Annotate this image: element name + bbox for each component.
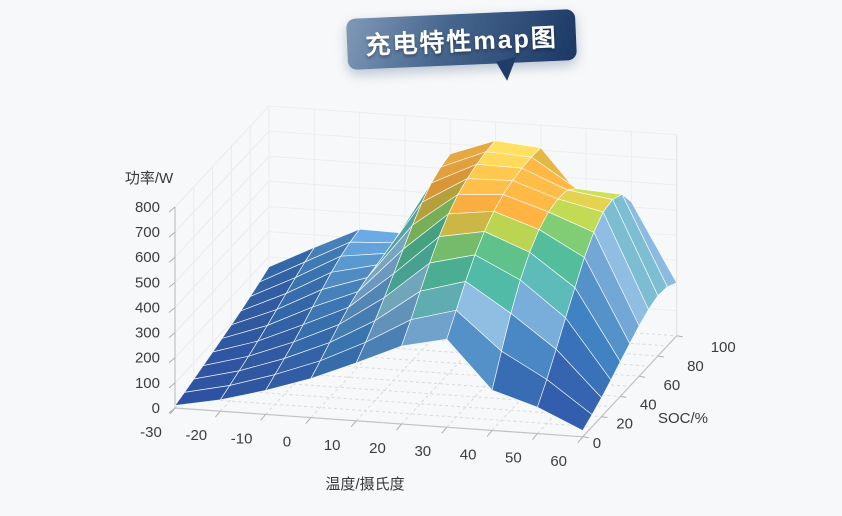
y-tick-label: 80	[687, 358, 704, 375]
z-tick	[168, 332, 176, 338]
y-tick	[582, 436, 589, 439]
back-wall-line	[268, 105, 677, 136]
z-tick-label: 700	[135, 224, 160, 241]
left-wall-line	[174, 130, 270, 233]
z-tick-label: 500	[135, 274, 160, 291]
y-axis-line	[582, 335, 678, 438]
z-tick-label: 100	[135, 375, 160, 392]
x-tick	[350, 420, 357, 428]
x-tick-label: -10	[231, 430, 253, 447]
x-tick	[396, 423, 402, 431]
z-tick	[168, 382, 176, 389]
z-tick	[168, 282, 176, 288]
left-wall-line	[174, 180, 270, 283]
z-tick-label: 0	[152, 400, 160, 417]
z-tick	[168, 357, 176, 364]
y-tick	[620, 395, 627, 398]
left-wall-line	[174, 155, 270, 258]
x-tick-label: 50	[505, 450, 522, 467]
y-tick-label: 40	[640, 396, 657, 413]
title-bubble: 充电特性map图	[345, 9, 578, 83]
chart-title: 充电特性map图	[364, 23, 559, 60]
x-tick	[441, 426, 448, 434]
z-tick-label: 600	[135, 249, 160, 266]
left-wall-line	[174, 105, 270, 208]
left-wall-line	[174, 231, 270, 333]
z-tick-label: 200	[135, 350, 160, 367]
x-tick	[260, 414, 266, 421]
z-tick	[168, 231, 176, 238]
x-axis-line	[174, 407, 583, 438]
y-tick	[657, 355, 664, 358]
x-tick	[532, 433, 538, 440]
z-axis-title: 功率/W	[124, 170, 174, 187]
x-tick-label: -30	[140, 424, 162, 441]
left-wall-line	[174, 206, 270, 308]
y-tick-label: 20	[616, 416, 633, 433]
y-axis-title: SOC/%	[657, 410, 708, 427]
y-tick	[676, 335, 683, 338]
y-tick-label: 100	[711, 339, 736, 356]
x-tick	[214, 410, 221, 418]
z-tick-label: 400	[135, 300, 160, 317]
x-tick	[577, 436, 584, 444]
surface-cell	[537, 379, 593, 431]
y-tick	[639, 375, 646, 378]
left-wall-line	[174, 256, 270, 359]
floor-grid-line	[193, 387, 602, 418]
x-tick	[305, 417, 312, 424]
floor-grid-line	[184, 397, 593, 428]
y-tick	[601, 416, 608, 419]
x-tick-label: 10	[324, 437, 341, 454]
z-tick	[168, 256, 176, 263]
x-axis-title: 温度/摄氏度	[325, 476, 405, 493]
x-tick-label: -20	[185, 427, 207, 444]
y-tick-label: 0	[593, 435, 601, 452]
z-tick	[168, 307, 176, 313]
x-tick-label: 60	[550, 453, 567, 470]
x-tick	[486, 430, 493, 437]
z-tick-label: 800	[135, 199, 160, 216]
x-tick-label: 30	[414, 443, 431, 460]
x-tick-label: 20	[369, 440, 386, 457]
y-tick-label: 60	[664, 377, 681, 394]
z-tick	[168, 206, 176, 213]
z-tick-label: 300	[135, 325, 160, 342]
back-wall-line	[268, 130, 677, 161]
x-tick-label: 0	[283, 434, 291, 451]
x-tick	[169, 407, 176, 415]
x-tick-label: 40	[460, 446, 477, 463]
